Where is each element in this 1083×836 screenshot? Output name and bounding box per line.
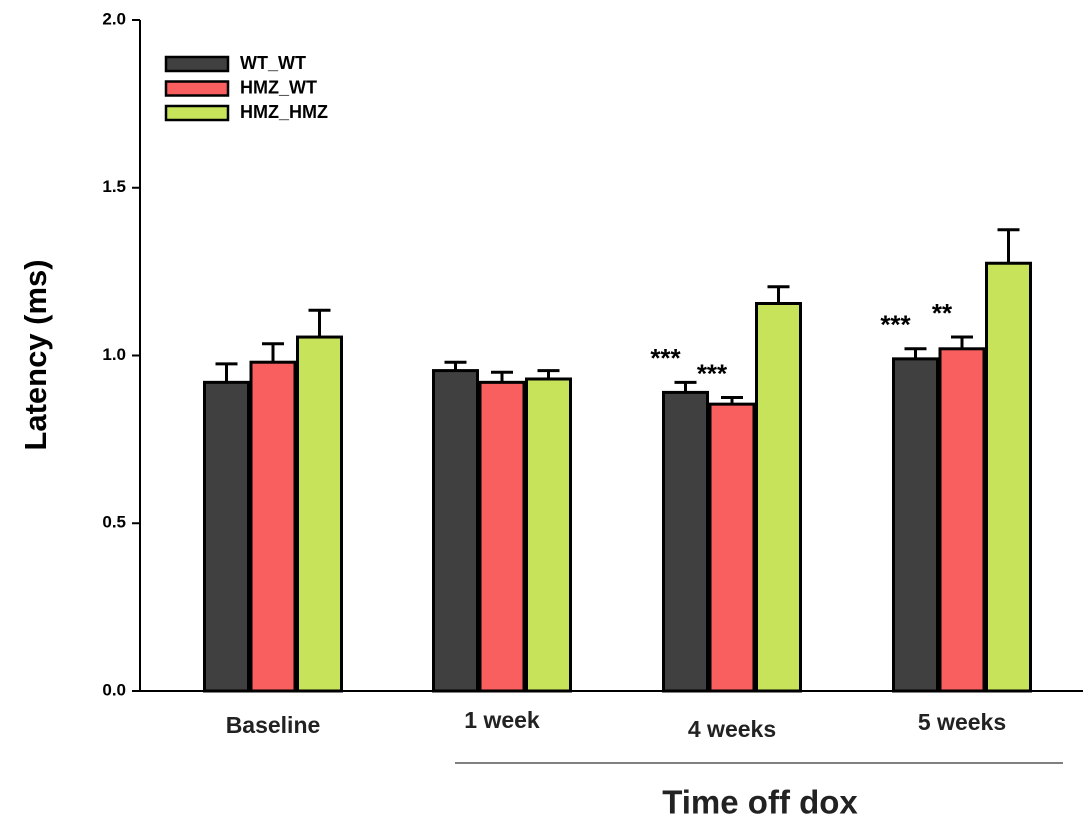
bar [985,261,1032,693]
legend-label: WT_WT [240,53,306,73]
significance-label: *** [697,358,728,388]
significance-label: *** [880,310,911,340]
x-axis-label: Time off dox [662,784,858,821]
significance-label: *** [650,343,681,373]
legend-label: HMZ_WT [240,77,317,97]
bar [662,390,709,693]
bar [938,347,986,693]
legend-label: HMZ_HMZ [240,102,328,122]
legend-swatch [164,55,230,73]
legend-swatch [164,80,230,97]
bar [755,301,802,693]
bar [432,369,479,693]
bar [203,380,250,693]
y-tick-label: 1.5 [102,177,126,196]
x-tick-label: 5 weeks [918,709,1006,735]
x-tick-label: 1 week [464,707,540,733]
y-tick-label: 1.0 [102,345,126,364]
bar [478,380,526,693]
y-tick-label: 0.0 [102,680,126,699]
x-tick-label: 4 weeks [688,716,776,742]
y-tick-label: 2.0 [102,9,126,28]
x-tick-label: Baseline [226,712,321,738]
bar [296,335,343,693]
bar [708,402,756,693]
y-tick-label: 0.5 [102,513,126,532]
bar [892,357,939,693]
bar [249,360,297,693]
legend-swatch [164,104,230,122]
significance-label: ** [932,298,953,328]
bar [525,377,572,693]
y-axis-label: Latency (ms) [18,259,53,450]
